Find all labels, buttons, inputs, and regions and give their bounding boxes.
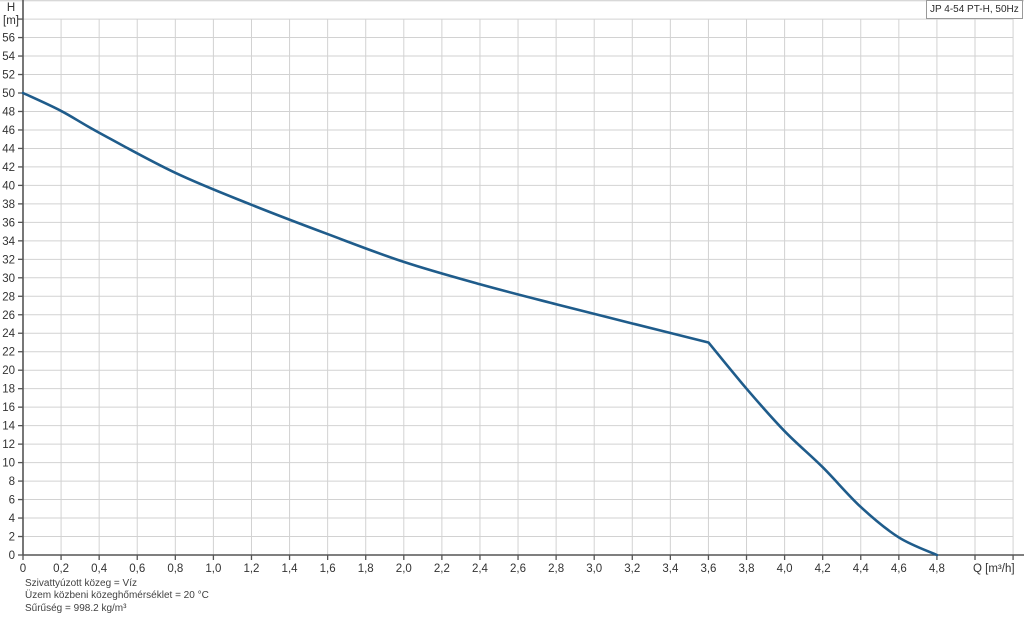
svg-text:52: 52: [2, 70, 15, 82]
svg-text:6: 6: [9, 495, 15, 507]
svg-text:2,4: 2,4: [472, 563, 489, 575]
svg-text:56: 56: [2, 33, 15, 45]
svg-text:4,2: 4,2: [815, 563, 831, 575]
svg-text:32: 32: [2, 254, 15, 266]
svg-text:1,6: 1,6: [320, 563, 336, 575]
svg-text:28: 28: [2, 291, 15, 303]
svg-text:0,2: 0,2: [53, 563, 69, 575]
svg-text:2,8: 2,8: [548, 563, 564, 575]
svg-text:50: 50: [2, 88, 15, 100]
svg-text:16: 16: [2, 402, 15, 414]
svg-text:18: 18: [2, 384, 15, 396]
svg-text:0,8: 0,8: [167, 563, 183, 575]
svg-text:0,4: 0,4: [91, 563, 108, 575]
svg-text:8: 8: [9, 476, 15, 488]
svg-text:H: H: [7, 2, 15, 14]
svg-text:3,4: 3,4: [662, 563, 679, 575]
svg-text:10: 10: [2, 458, 15, 470]
svg-text:[m]: [m]: [3, 15, 19, 27]
svg-text:2,6: 2,6: [510, 563, 526, 575]
svg-text:44: 44: [2, 143, 15, 155]
svg-text:1,0: 1,0: [205, 563, 221, 575]
svg-text:46: 46: [2, 125, 15, 137]
svg-text:2,2: 2,2: [434, 563, 450, 575]
svg-text:3,8: 3,8: [739, 563, 755, 575]
svg-text:40: 40: [2, 180, 15, 192]
svg-text:24: 24: [2, 328, 15, 340]
svg-text:1,2: 1,2: [243, 563, 259, 575]
svg-text:42: 42: [2, 162, 15, 174]
svg-text:1,4: 1,4: [282, 563, 299, 575]
svg-text:2: 2: [9, 532, 15, 544]
svg-text:34: 34: [2, 236, 15, 248]
svg-text:54: 54: [2, 51, 15, 63]
svg-text:36: 36: [2, 217, 15, 229]
svg-text:14: 14: [2, 421, 15, 433]
svg-text:0: 0: [20, 563, 26, 575]
svg-text:20: 20: [2, 365, 15, 377]
svg-text:4,4: 4,4: [853, 563, 870, 575]
svg-text:4,6: 4,6: [891, 563, 907, 575]
svg-text:0,6: 0,6: [129, 563, 145, 575]
svg-text:2,0: 2,0: [396, 563, 412, 575]
svg-text:4: 4: [9, 513, 16, 525]
svg-text:Q [m³/h]: Q [m³/h]: [973, 563, 1015, 575]
svg-text:48: 48: [2, 106, 15, 118]
svg-text:12: 12: [2, 439, 15, 451]
svg-text:30: 30: [2, 273, 15, 285]
svg-text:1,8: 1,8: [358, 563, 374, 575]
svg-text:4,8: 4,8: [929, 563, 945, 575]
svg-text:38: 38: [2, 199, 15, 211]
svg-text:3,6: 3,6: [700, 563, 716, 575]
svg-text:4,0: 4,0: [777, 563, 793, 575]
svg-text:26: 26: [2, 310, 15, 322]
svg-text:3,2: 3,2: [624, 563, 640, 575]
svg-text:3,0: 3,0: [586, 563, 602, 575]
svg-text:0: 0: [9, 550, 15, 562]
svg-text:22: 22: [2, 347, 15, 359]
